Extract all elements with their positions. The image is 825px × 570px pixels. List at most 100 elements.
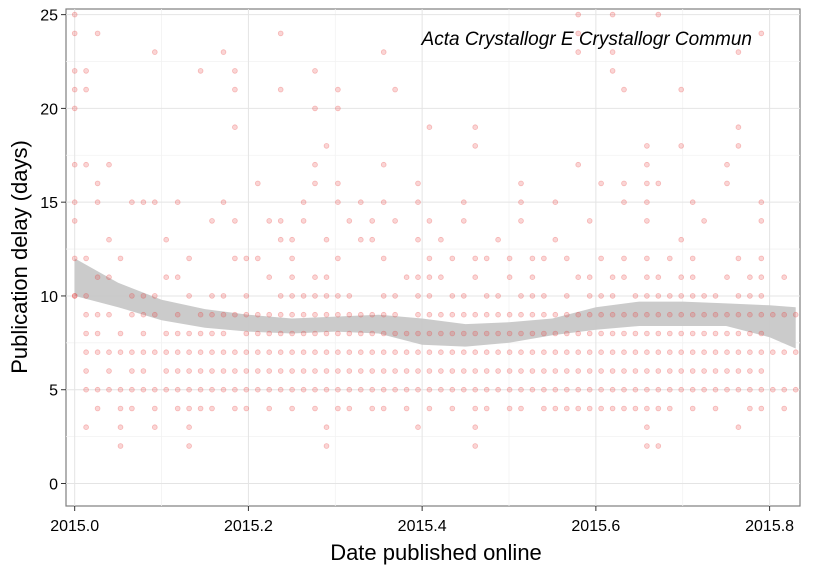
data-point bbox=[689, 255, 696, 262]
data-point bbox=[724, 330, 730, 337]
data-point bbox=[254, 180, 261, 187]
data-point bbox=[758, 405, 765, 412]
data-point bbox=[289, 349, 295, 356]
y-tick-label: 0 bbox=[49, 476, 58, 493]
data-point bbox=[472, 124, 479, 130]
data-point bbox=[335, 199, 341, 206]
data-point bbox=[483, 368, 490, 374]
data-point bbox=[701, 218, 707, 224]
y-tick-label: 25 bbox=[40, 8, 58, 25]
data-point bbox=[655, 311, 662, 318]
data-point bbox=[472, 405, 479, 412]
data-point bbox=[586, 386, 593, 393]
data-point bbox=[621, 330, 627, 337]
data-point bbox=[644, 255, 650, 262]
data-point bbox=[735, 368, 742, 374]
data-point bbox=[254, 349, 261, 356]
data-point bbox=[243, 293, 250, 299]
data-point bbox=[586, 368, 593, 374]
data-point bbox=[163, 368, 170, 374]
data-point bbox=[483, 330, 490, 337]
data-point bbox=[609, 368, 616, 374]
data-point bbox=[277, 30, 284, 37]
data-point bbox=[312, 311, 318, 318]
data-point bbox=[254, 368, 261, 374]
data-point bbox=[575, 311, 581, 318]
data-point bbox=[335, 255, 341, 262]
data-point bbox=[598, 311, 604, 318]
data-point bbox=[335, 180, 341, 187]
data-point bbox=[552, 368, 559, 374]
data-point bbox=[438, 330, 444, 337]
data-point bbox=[369, 311, 376, 318]
data-point bbox=[323, 236, 330, 243]
data-point bbox=[289, 386, 295, 393]
data-point bbox=[415, 274, 421, 281]
data-point bbox=[609, 405, 616, 412]
data-point bbox=[495, 330, 501, 337]
data-point bbox=[415, 236, 421, 243]
data-point bbox=[506, 311, 513, 318]
data-point bbox=[186, 255, 192, 262]
data-point bbox=[552, 330, 559, 337]
data-point bbox=[254, 311, 261, 318]
data-point bbox=[655, 405, 662, 412]
data-point bbox=[232, 386, 238, 393]
data-point bbox=[563, 386, 570, 393]
data-point bbox=[541, 293, 547, 299]
data-point bbox=[701, 293, 707, 299]
data-point bbox=[460, 311, 467, 318]
data-point bbox=[689, 349, 696, 356]
data-point bbox=[152, 405, 158, 412]
data-point bbox=[174, 386, 181, 393]
data-point bbox=[563, 255, 570, 262]
data-point bbox=[220, 311, 227, 318]
data-point bbox=[563, 368, 570, 374]
data-point bbox=[94, 180, 101, 187]
data-point bbox=[586, 311, 593, 318]
data-point bbox=[380, 405, 387, 412]
data-point bbox=[472, 424, 479, 431]
data-point bbox=[369, 386, 376, 393]
data-point bbox=[529, 368, 536, 374]
data-point bbox=[552, 236, 559, 243]
data-point bbox=[747, 386, 753, 393]
data-point bbox=[197, 349, 204, 356]
data-point bbox=[541, 330, 547, 337]
data-point bbox=[335, 293, 341, 299]
data-point bbox=[758, 255, 765, 262]
data-point bbox=[609, 386, 616, 393]
data-point bbox=[621, 86, 627, 93]
data-point bbox=[529, 330, 536, 337]
data-point bbox=[312, 105, 318, 112]
data-point bbox=[747, 349, 753, 356]
data-point bbox=[346, 368, 353, 374]
data-point bbox=[289, 293, 295, 299]
data-point bbox=[621, 386, 627, 393]
data-point bbox=[403, 349, 410, 356]
data-point bbox=[220, 49, 227, 55]
data-point bbox=[495, 311, 501, 318]
data-point bbox=[300, 330, 307, 337]
data-point bbox=[403, 368, 410, 374]
data-point bbox=[712, 368, 719, 374]
data-point bbox=[335, 349, 341, 356]
data-point bbox=[644, 199, 650, 206]
data-point bbox=[552, 199, 559, 206]
data-point bbox=[529, 311, 536, 318]
data-point bbox=[209, 218, 215, 224]
data-point bbox=[232, 218, 238, 224]
data-point bbox=[174, 405, 181, 412]
data-point bbox=[632, 293, 639, 299]
data-point bbox=[403, 330, 410, 337]
data-point bbox=[781, 386, 787, 393]
data-point bbox=[483, 386, 490, 393]
y-axis-title: Publication delay (days) bbox=[7, 140, 32, 374]
data-point bbox=[758, 330, 765, 337]
data-point bbox=[186, 368, 192, 374]
data-point bbox=[598, 180, 604, 187]
data-point bbox=[94, 405, 101, 412]
data-point bbox=[621, 311, 627, 318]
data-point bbox=[300, 349, 307, 356]
data-point bbox=[426, 311, 433, 318]
